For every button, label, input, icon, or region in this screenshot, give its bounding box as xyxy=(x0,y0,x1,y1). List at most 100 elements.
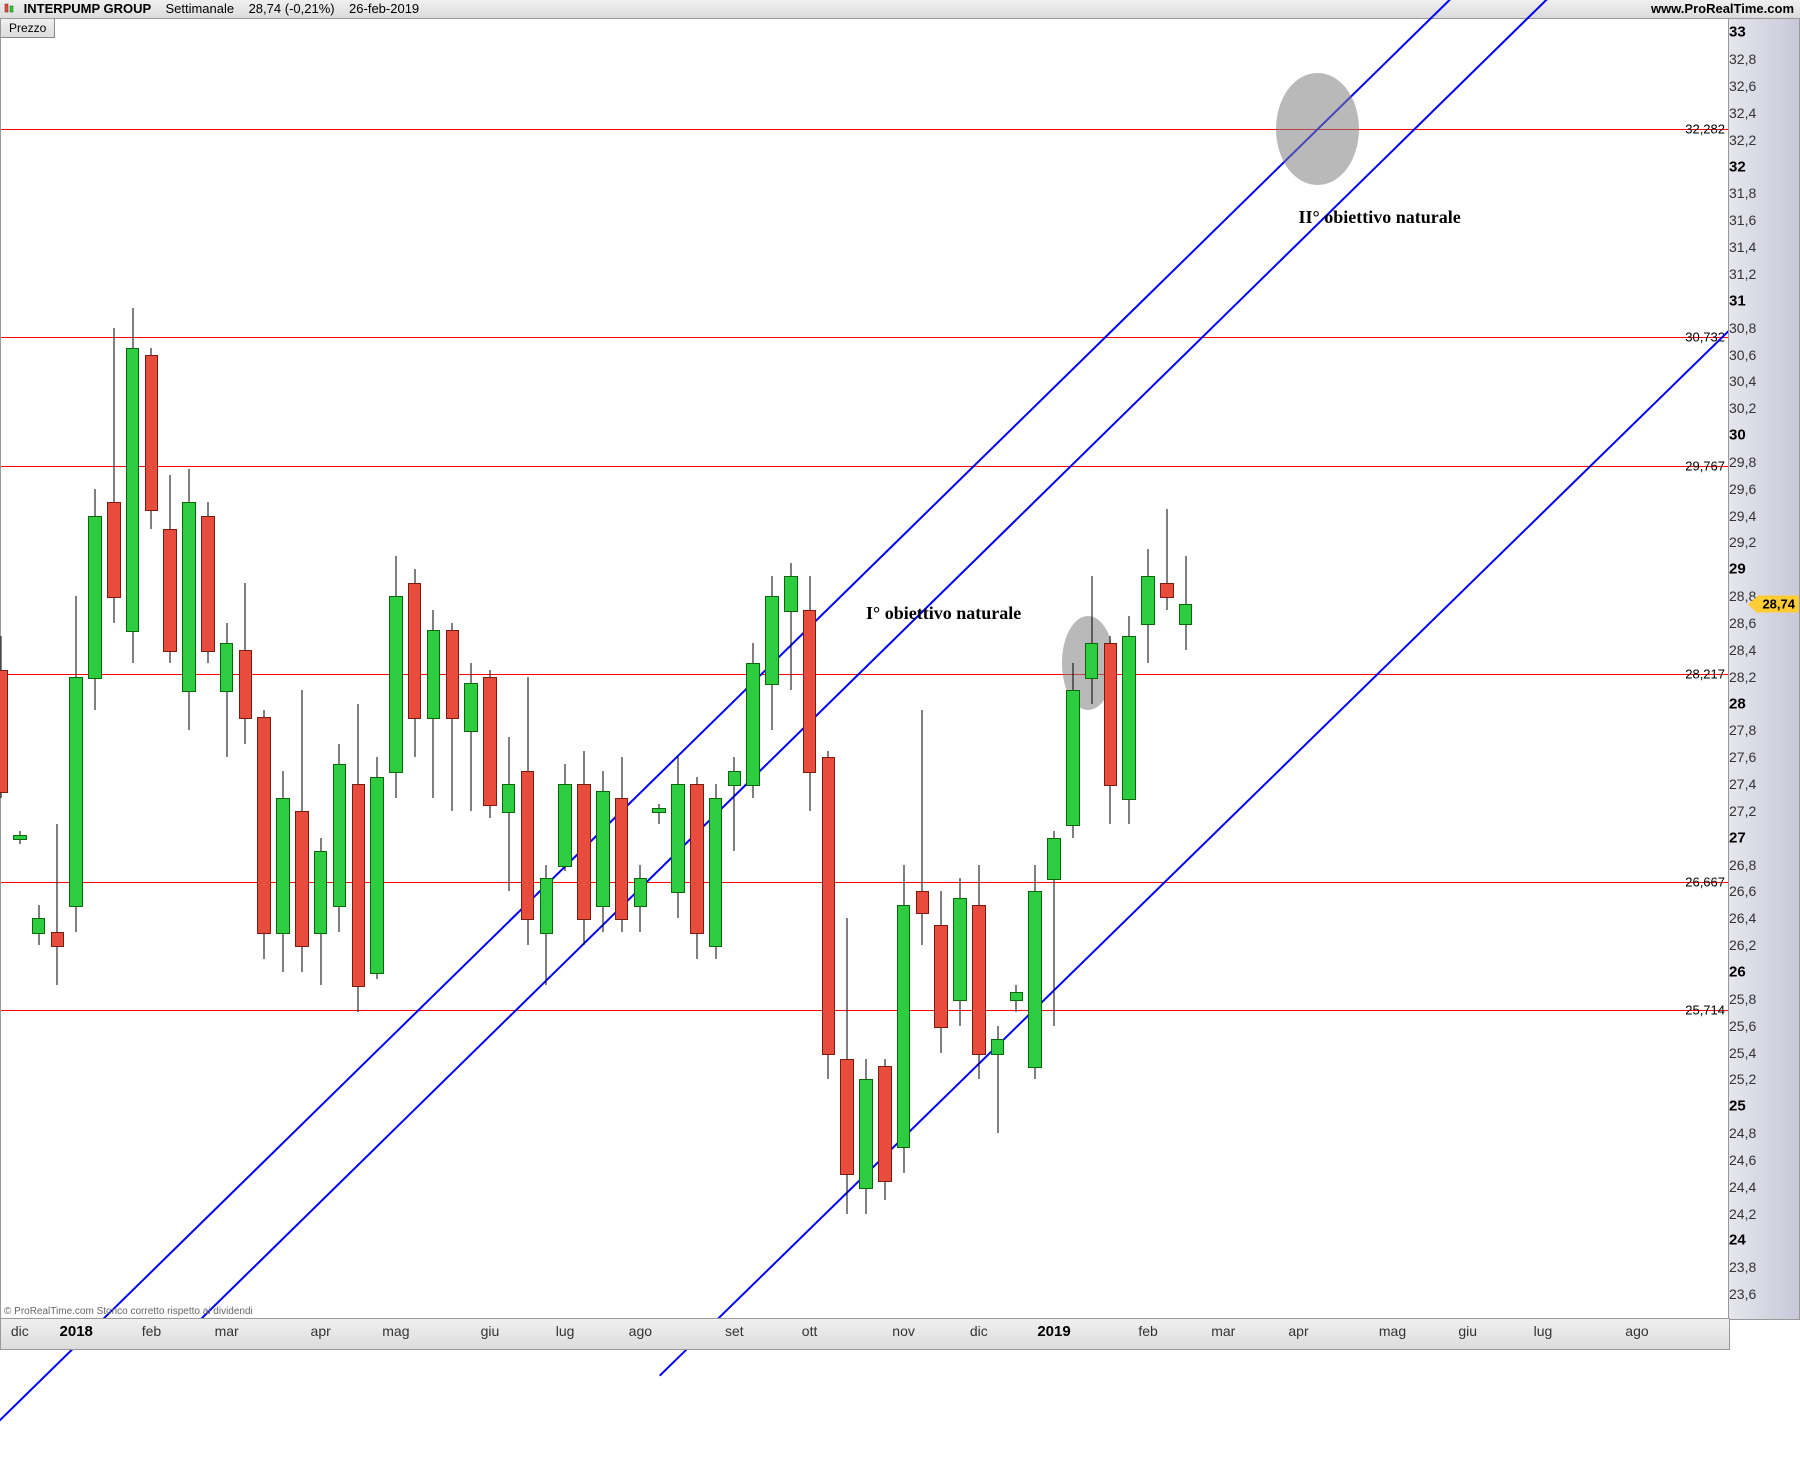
candlestick xyxy=(408,19,422,1319)
x-tick: lug xyxy=(1534,1323,1553,1339)
y-tick: 32 xyxy=(1723,159,1799,174)
x-tick: mar xyxy=(1211,1323,1235,1339)
candlestick xyxy=(953,19,967,1319)
x-axis: dic2018febmaraprmaggiulugagosetottnovdic… xyxy=(0,1318,1730,1350)
candlestick xyxy=(107,19,121,1319)
current-price-marker: 28,74 xyxy=(1758,596,1799,613)
x-tick: mar xyxy=(215,1323,239,1339)
candlestick xyxy=(314,19,328,1319)
candlestick xyxy=(615,19,629,1319)
y-tick: 29,2 xyxy=(1723,535,1799,549)
candlestick xyxy=(671,19,685,1319)
candlestick xyxy=(765,19,779,1319)
y-axis: 3332,832,632,432,23231,831,631,431,23130… xyxy=(1728,18,1800,1320)
y-tick: 32,4 xyxy=(1723,106,1799,120)
y-tick: 27,6 xyxy=(1723,750,1799,764)
candlestick xyxy=(1047,19,1061,1319)
y-tick: 31 xyxy=(1723,293,1799,308)
candlestick xyxy=(220,19,234,1319)
y-tick: 30,4 xyxy=(1723,374,1799,388)
horizontal-level-label: 29,767 xyxy=(1683,459,1727,474)
symbol-name: INTERPUMP GROUP xyxy=(24,1,151,16)
y-tick: 27,8 xyxy=(1723,723,1799,737)
y-tick: 25,8 xyxy=(1723,992,1799,1006)
candlestick xyxy=(1104,19,1118,1319)
y-tick: 25,6 xyxy=(1723,1019,1799,1033)
x-tick: mag xyxy=(1379,1323,1406,1339)
candlestick xyxy=(88,19,102,1319)
candlestick xyxy=(540,19,554,1319)
x-tick: dic xyxy=(11,1323,29,1339)
y-tick: 29,8 xyxy=(1723,455,1799,469)
y-tick: 26,8 xyxy=(1723,858,1799,872)
copyright-text: © ProRealTime.com Storico corretto rispe… xyxy=(4,1306,253,1317)
x-tick: feb xyxy=(142,1323,161,1339)
horizontal-level-label: 25,714 xyxy=(1683,1003,1727,1018)
y-tick: 26,6 xyxy=(1723,884,1799,898)
chart-plot-area[interactable]: 32,28230,73229,76728,21726,66725,714I° o… xyxy=(0,18,1730,1320)
y-tick: 24,2 xyxy=(1723,1207,1799,1221)
candlestick xyxy=(596,19,610,1319)
last-price: 28,74 xyxy=(249,1,282,16)
candlestick xyxy=(690,19,704,1319)
x-tick: 2018 xyxy=(60,1323,93,1340)
candlestick xyxy=(201,19,215,1319)
y-tick: 29,6 xyxy=(1723,482,1799,496)
candlestick xyxy=(521,19,535,1319)
x-tick: giu xyxy=(1458,1323,1477,1339)
candlestick xyxy=(916,19,930,1319)
y-tick: 25,2 xyxy=(1723,1072,1799,1086)
website-link[interactable]: www.ProRealTime.com xyxy=(1651,0,1794,18)
candlestick xyxy=(333,19,347,1319)
y-tick: 23,6 xyxy=(1723,1287,1799,1301)
y-tick: 26,4 xyxy=(1723,911,1799,925)
candlestick xyxy=(1179,19,1193,1319)
y-tick: 28,6 xyxy=(1723,616,1799,630)
candlestick xyxy=(1141,19,1155,1319)
x-tick: nov xyxy=(892,1323,915,1339)
candlestick xyxy=(257,19,271,1319)
candlestick xyxy=(446,19,460,1319)
y-tick: 30 xyxy=(1723,428,1799,443)
y-tick: 32,2 xyxy=(1723,133,1799,147)
candlestick xyxy=(746,19,760,1319)
x-tick: apr xyxy=(311,1323,331,1339)
candlestick xyxy=(0,19,8,1319)
candlestick xyxy=(728,19,742,1319)
candlestick xyxy=(1010,19,1024,1319)
candlestick xyxy=(32,19,46,1319)
price-change: (-0,21%) xyxy=(285,1,335,16)
candlestick xyxy=(1160,19,1174,1319)
y-tick: 30,2 xyxy=(1723,401,1799,415)
candlestick xyxy=(897,19,911,1319)
candlestick xyxy=(1122,19,1136,1319)
candlestick xyxy=(13,19,27,1319)
y-tick: 25,4 xyxy=(1723,1046,1799,1060)
target-ellipse xyxy=(1276,73,1359,186)
x-tick: lug xyxy=(556,1323,575,1339)
y-tick: 31,6 xyxy=(1723,213,1799,227)
candlestick xyxy=(934,19,948,1319)
y-tick: 23,8 xyxy=(1723,1260,1799,1274)
y-tick: 31,4 xyxy=(1723,240,1799,254)
x-tick: set xyxy=(725,1323,744,1339)
y-tick: 24,4 xyxy=(1723,1180,1799,1194)
candlestick xyxy=(803,19,817,1319)
y-tick: 24,8 xyxy=(1723,1126,1799,1140)
candlestick xyxy=(51,19,65,1319)
y-tick: 28,4 xyxy=(1723,643,1799,657)
candlestick xyxy=(352,19,366,1319)
candlestick xyxy=(972,19,986,1319)
x-tick: dic xyxy=(970,1323,988,1339)
candlestick xyxy=(126,19,140,1319)
candlestick xyxy=(182,19,196,1319)
horizontal-level-label: 32,282 xyxy=(1683,121,1727,136)
y-tick: 31,2 xyxy=(1723,267,1799,281)
candlestick xyxy=(295,19,309,1319)
candlestick xyxy=(859,19,873,1319)
candlestick xyxy=(427,19,441,1319)
y-tick: 27 xyxy=(1723,830,1799,845)
x-tick: ott xyxy=(802,1323,818,1339)
y-tick: 26 xyxy=(1723,965,1799,980)
y-tick: 32,6 xyxy=(1723,79,1799,93)
